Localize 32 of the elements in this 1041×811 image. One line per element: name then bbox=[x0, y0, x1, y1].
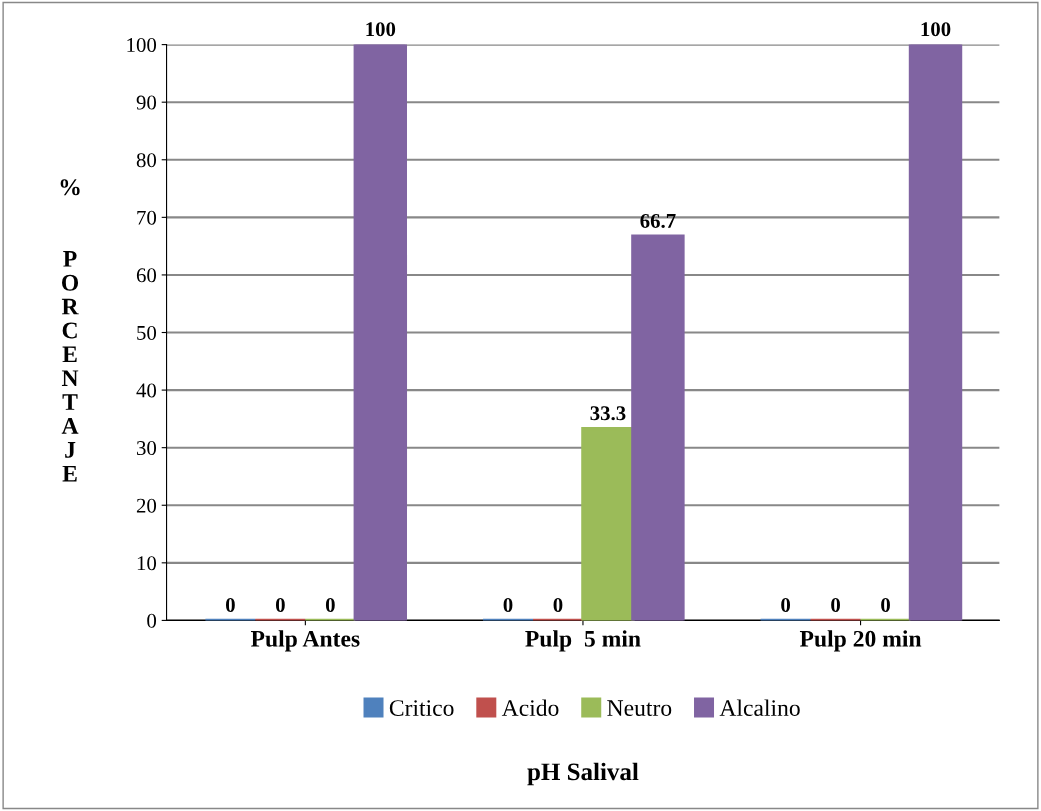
y-tick-label: 10 bbox=[137, 556, 157, 571]
legend-label: Neutro bbox=[607, 700, 672, 717]
x-tick-label: Pulp 20 min bbox=[799, 630, 922, 652]
y-tick-label: 20 bbox=[136, 498, 157, 513]
legend-label: Alcalino bbox=[719, 699, 800, 717]
data-label: 0 bbox=[225, 597, 235, 613]
legend-label: Acido bbox=[501, 699, 559, 717]
y-tick-label: 0 bbox=[147, 613, 157, 628]
y-tick-label: 100 bbox=[127, 37, 157, 53]
data-label: 0 bbox=[325, 597, 335, 613]
legend-label: Critico bbox=[389, 700, 454, 717]
y-tick-label: 80 bbox=[136, 153, 157, 168]
x-axis-title: pH Salival bbox=[527, 762, 639, 786]
y-tick-label: 50 bbox=[137, 325, 157, 340]
y-tick-label: 70 bbox=[137, 210, 157, 225]
data-label: 66.7 bbox=[640, 213, 676, 229]
y-tick-label: 40 bbox=[136, 383, 157, 398]
y-tick-label: 90 bbox=[136, 95, 157, 110]
data-label: 0 bbox=[503, 597, 513, 613]
data-label: 100 bbox=[366, 22, 396, 37]
data-label: 0 bbox=[781, 597, 791, 613]
data-label: 0 bbox=[831, 597, 840, 613]
x-tick-label: Pulp Antes bbox=[250, 630, 360, 652]
data-label: 100 bbox=[921, 22, 951, 37]
data-label: 33.3 bbox=[590, 406, 626, 421]
text: % PORCENTAJE bbox=[60, 179, 80, 482]
y-tick-label: 60 bbox=[136, 268, 157, 283]
data-label: 0 bbox=[553, 597, 563, 613]
y-tick-label: 30 bbox=[137, 441, 157, 456]
x-tick-label: Pulp 5 min bbox=[525, 630, 641, 652]
data-label: 0 bbox=[275, 597, 285, 613]
data-label: 0 bbox=[881, 597, 890, 613]
